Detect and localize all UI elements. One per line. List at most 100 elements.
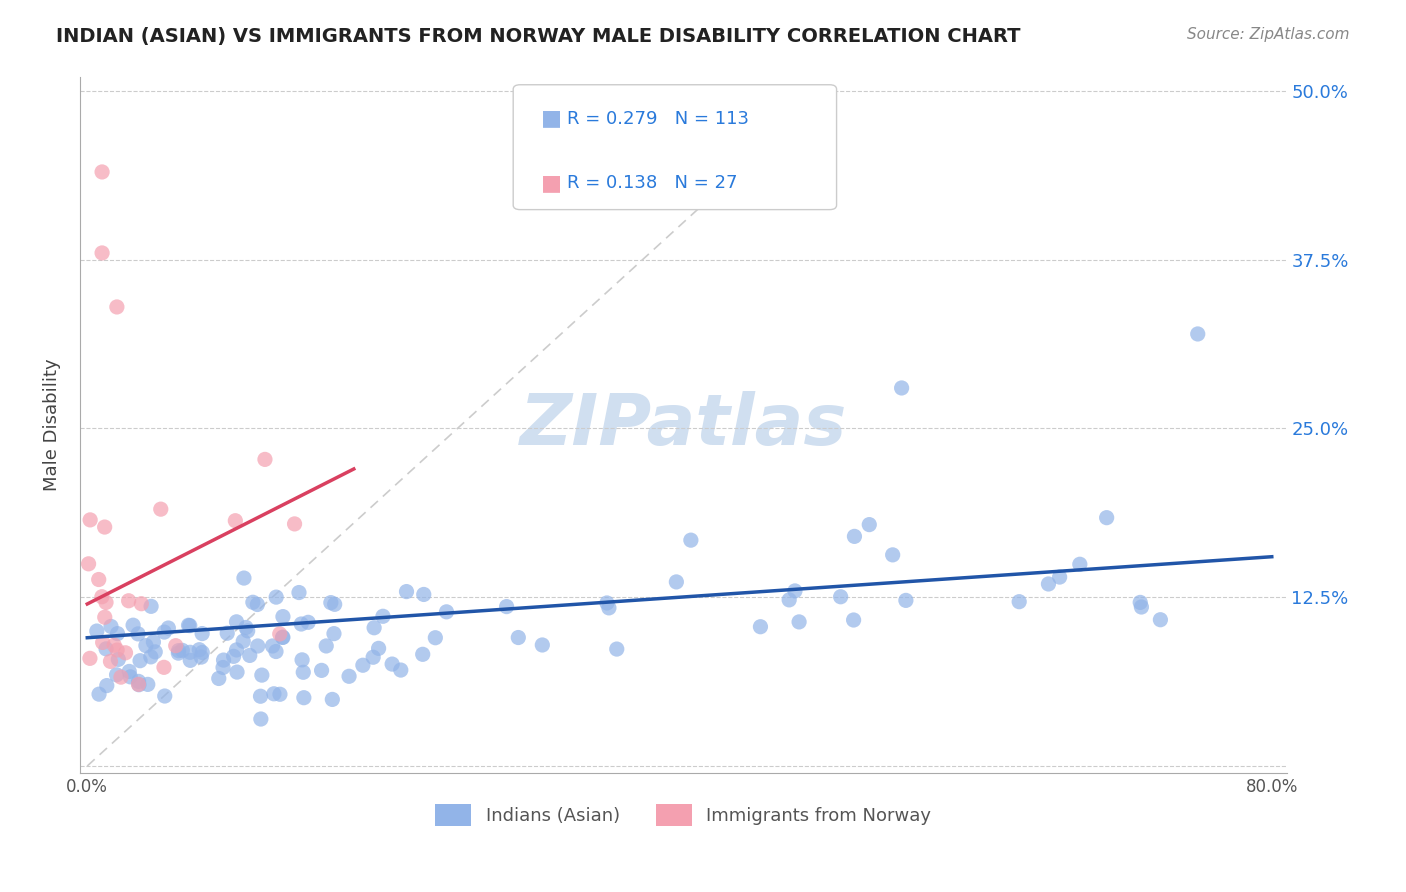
Point — [264, 644, 287, 658]
Point — [172, 643, 194, 657]
Point — [1069, 558, 1091, 572]
Point — [363, 621, 385, 635]
Point — [167, 643, 190, 657]
Point — [87, 687, 110, 701]
Point — [531, 638, 554, 652]
Legend: Indians (Asian), Immigrants from Norway: Indians (Asian), Immigrants from Norway — [427, 797, 939, 833]
Text: R = 0.138   N = 27: R = 0.138 N = 27 — [567, 174, 737, 192]
Point — [250, 712, 273, 726]
Point — [679, 533, 702, 548]
Point — [136, 677, 159, 691]
Point — [225, 615, 247, 629]
Point — [1008, 595, 1031, 609]
Point — [129, 654, 152, 668]
Point — [291, 653, 314, 667]
Point — [91, 246, 114, 260]
Point — [323, 597, 346, 611]
Point — [830, 590, 852, 604]
Point — [858, 517, 880, 532]
Point — [120, 670, 142, 684]
Point — [128, 674, 150, 689]
Point — [149, 502, 172, 516]
Point — [292, 665, 315, 680]
Text: Source: ZipAtlas.com: Source: ZipAtlas.com — [1187, 27, 1350, 42]
Point — [749, 620, 772, 634]
Point — [225, 643, 247, 657]
Point — [105, 643, 128, 657]
Point — [79, 513, 101, 527]
Point — [143, 645, 166, 659]
Point — [107, 652, 129, 666]
Point — [91, 635, 114, 649]
Point — [371, 609, 394, 624]
Point — [222, 649, 245, 664]
Point — [128, 678, 150, 692]
Point — [114, 646, 136, 660]
Point — [94, 610, 117, 624]
Text: ZIPatlas: ZIPatlas — [520, 391, 846, 459]
Point — [131, 597, 153, 611]
Point — [96, 679, 118, 693]
Point — [412, 587, 434, 601]
Point — [135, 639, 157, 653]
Point — [787, 615, 810, 629]
Point — [90, 590, 112, 604]
Point — [250, 668, 273, 682]
Point — [242, 595, 264, 609]
Point — [1187, 326, 1209, 341]
Point — [292, 690, 315, 705]
Point — [122, 618, 145, 632]
Point — [103, 638, 125, 652]
Point — [842, 613, 865, 627]
Point — [94, 641, 117, 656]
Point — [361, 650, 384, 665]
Point — [269, 687, 291, 701]
Point — [1095, 510, 1118, 524]
Point — [105, 300, 128, 314]
Point — [337, 669, 360, 683]
Point — [93, 520, 115, 534]
Point — [179, 618, 201, 632]
Point — [212, 660, 235, 674]
Point — [389, 663, 412, 677]
Point — [190, 650, 212, 665]
Text: ■: ■ — [541, 173, 562, 193]
Point — [323, 626, 346, 640]
Point — [191, 626, 214, 640]
Point — [165, 639, 187, 653]
Point — [249, 690, 271, 704]
Text: R = 0.279   N = 113: R = 0.279 N = 113 — [567, 110, 748, 128]
Point — [127, 627, 149, 641]
Point — [191, 645, 214, 659]
Point — [236, 624, 259, 638]
Point — [381, 657, 404, 671]
Point — [271, 631, 294, 645]
Point — [226, 665, 249, 679]
Point — [79, 651, 101, 665]
Point — [179, 645, 201, 659]
Point — [262, 639, 284, 653]
Text: INDIAN (ASIAN) VS IMMIGRANTS FROM NORWAY MALE DISABILITY CORRELATION CHART: INDIAN (ASIAN) VS IMMIGRANTS FROM NORWAY… — [56, 27, 1021, 45]
Point — [177, 618, 200, 632]
Point — [1038, 577, 1060, 591]
Point — [232, 634, 254, 648]
Point — [395, 584, 418, 599]
Point — [246, 598, 269, 612]
Point — [179, 653, 201, 667]
Point — [319, 596, 342, 610]
Point — [367, 641, 389, 656]
Point — [297, 615, 319, 630]
Point — [94, 595, 117, 609]
Point — [217, 626, 239, 640]
Point — [239, 648, 262, 663]
Point — [1149, 613, 1171, 627]
Point — [665, 574, 688, 589]
Point — [263, 687, 285, 701]
Point — [142, 635, 165, 649]
Point — [1129, 595, 1152, 609]
Point — [139, 649, 162, 664]
Point — [91, 165, 114, 179]
Point — [153, 625, 176, 640]
Point — [783, 583, 806, 598]
Point — [253, 452, 276, 467]
